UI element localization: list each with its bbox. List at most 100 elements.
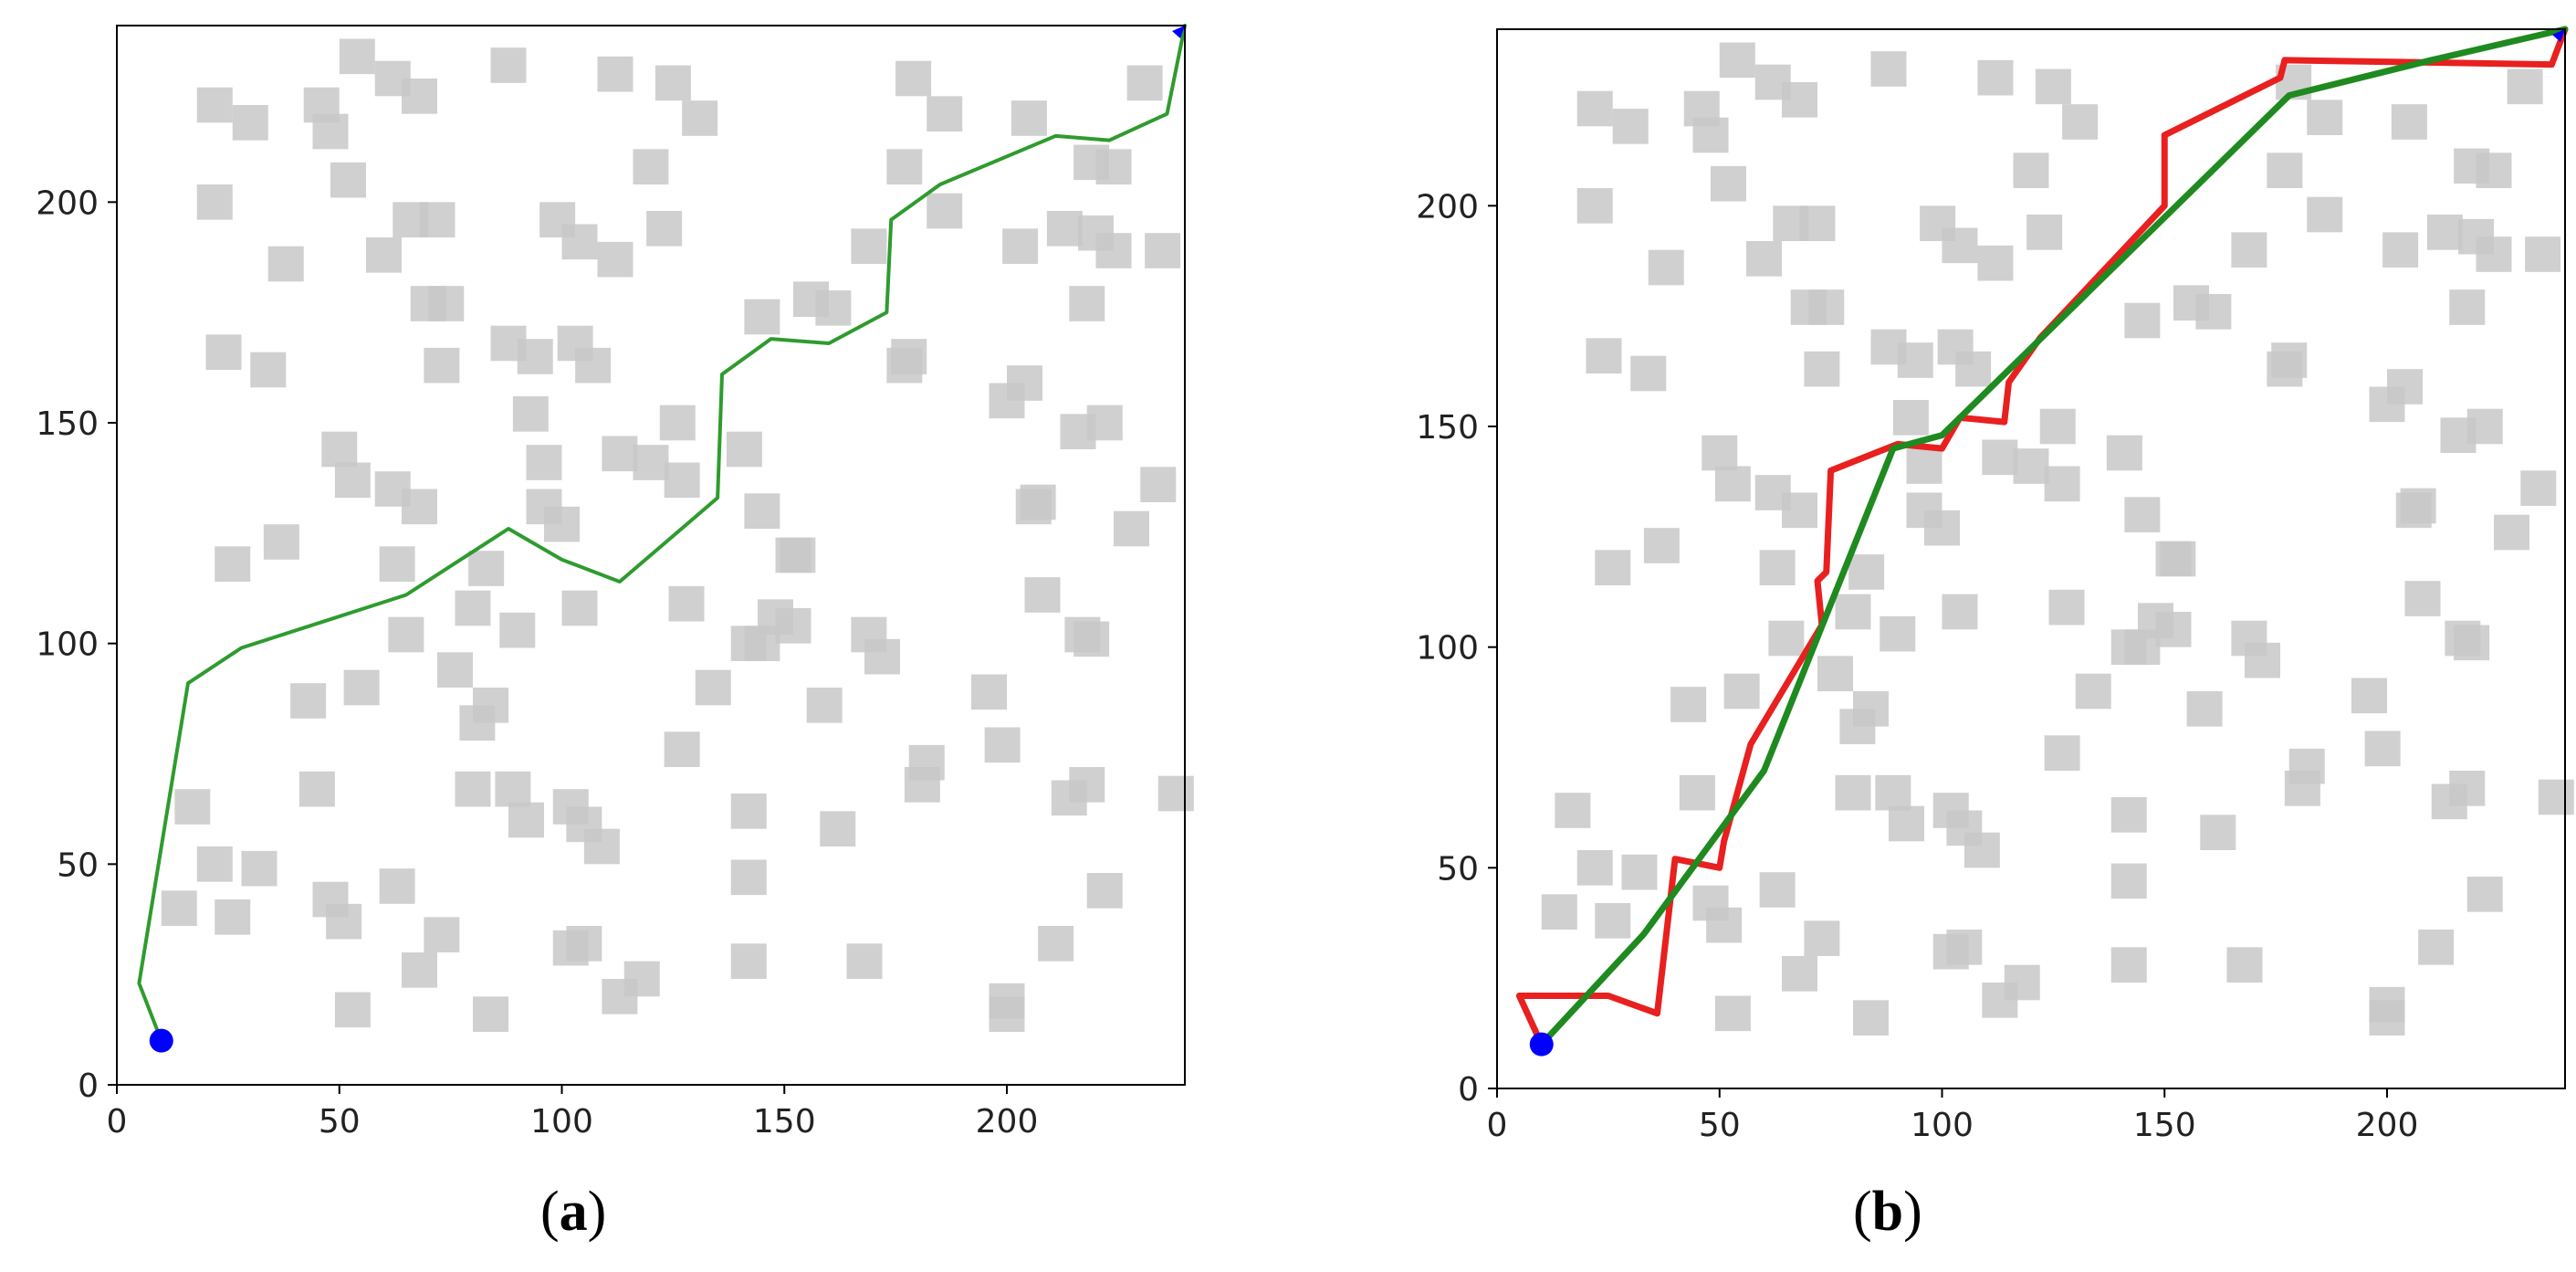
obstacle-b-3 [1692,117,1729,153]
obstacle-b-75 [2520,470,2557,506]
obstacle-b-6 [1782,82,1817,118]
obstacle-a-45 [659,405,696,441]
obstacle-a-87 [437,652,473,688]
obstacle-b-90 [1679,774,1715,811]
x-tick-label-b-1: 50 [1699,1107,1741,1144]
plot-frame-a [116,25,1186,1086]
obstacle-b-96 [1963,832,2000,868]
x-tick-label-a-3: 150 [753,1103,816,1141]
obstacle-a-138 [1086,873,1123,909]
obstacle-b-91 [1835,774,1871,811]
y-tick-label-a-1: 50 [57,846,99,884]
obstacle-b-47 [2124,497,2161,532]
obstacle-b-11 [1799,205,1836,241]
panel-b-caption-close: ) [1903,1181,1922,1243]
obstacle-b-84 [1768,620,1805,657]
obstacle-a-18 [321,431,358,468]
obstacle-b-45 [2039,408,2076,445]
obstacle-a-114 [668,585,705,622]
obstacle-a-113 [664,731,700,767]
obstacle-b-72 [2466,408,2503,445]
obstacle-b-35 [1897,342,1933,378]
panel-b-caption-open: ( [1853,1181,1872,1243]
obstacle-a-29 [597,56,634,92]
obstacle-a-70 [1020,484,1056,520]
x-tick-label-b-3: 150 [2133,1107,2196,1144]
x-tick-label-a-4: 200 [976,1103,1039,1141]
y-tick-label-b-2: 100 [1416,630,1479,668]
obstacle-a-60 [1046,211,1083,247]
obstacle-b-99 [1759,872,1796,908]
start-point-a [149,1028,173,1053]
obstacle-b-110 [1946,930,1983,965]
obstacle-a-13 [205,334,242,370]
obstacle-a-103 [473,996,508,1032]
obstacle-a-44 [664,462,700,499]
obstacle-b-46 [2106,435,2142,471]
panel-b-caption-letter: b [1871,1181,1904,1243]
obstacle-b-62 [2476,152,2512,188]
obstacle-b-37 [1955,351,1992,387]
obstacle-a-43 [633,445,669,480]
obstacle-a-82 [455,590,491,626]
obstacle-b-25 [1870,51,1907,87]
obstacle-b-79 [2454,625,2490,661]
path-series-a-0 [137,24,1187,1043]
panel-a-plot: 0 50 100 150 200 0 50 100 150 200 [36,24,1194,1141]
plot-frame-b [1496,28,2566,1089]
obstacle-a-31 [682,100,718,136]
x-tick-label-a-1: 50 [319,1103,361,1141]
obstacle-b-42 [1982,439,2018,476]
obstacle-b-17 [1804,351,1840,387]
obstacle-b-19 [1714,466,1751,502]
obstacle-b-68 [2387,369,2423,405]
obstacle-a-19 [334,462,371,499]
obstacle-a-23 [215,546,251,582]
obstacle-a-130 [904,767,940,803]
obstacle-b-77 [2404,581,2441,616]
obstacle-b-105 [1541,894,1577,930]
obstacle-b-28 [1977,245,2014,281]
obstacle-b-55 [2267,152,2303,188]
obstacle-a-131 [971,674,1007,710]
panel-a-caption-letter: a [559,1181,588,1243]
obstacle-a-106 [196,846,233,882]
obstacle-a-77 [1024,577,1061,613]
y-tick-label-a-0: 0 [78,1067,99,1105]
x-tick-label-b-4: 200 [2356,1107,2419,1144]
obstacle-b-52 [2231,232,2267,268]
obstacle-a-107 [215,899,251,935]
obstacle-a-128 [864,638,900,675]
obstacle-b-32 [2013,152,2049,188]
obstacle-b-124 [2186,691,2223,727]
obstacle-b-128 [2245,642,2280,678]
obstacle-b-7 [1711,165,1746,202]
obstacle-a-76 [1114,510,1149,547]
obstacle-a-101 [402,952,437,988]
obstacle-a-98 [326,903,362,940]
obstacle-a-75 [1140,467,1177,502]
obstacle-a-80 [561,590,598,626]
goal-point-b [2552,29,2565,42]
obstacle-b-103 [1853,1000,1889,1035]
panel-b-caption: (b) [1853,1180,1922,1245]
path-series-b-1 [1538,26,2569,1048]
goal-point-a [1172,26,1185,38]
obstacle-a-39 [526,445,562,480]
y-tick-label-b-4: 200 [1416,188,1479,226]
obstacle-b-49 [2124,302,2161,339]
obstacle-a-104 [174,789,211,825]
x-tick-label-b-2: 100 [1911,1107,1974,1144]
obstacle-a-3 [312,113,349,150]
y-tick-label-b-0: 0 [1458,1071,1479,1109]
obstacle-a-64 [1095,233,1132,268]
obstacle-a-22 [379,546,415,582]
obstacle-a-52 [851,228,887,264]
obstacle-a-74 [1126,65,1163,101]
x-tick-label-a-2: 100 [530,1103,593,1141]
obstacle-b-135 [2418,930,2455,965]
obstacle-a-46 [726,431,762,468]
obstacle-a-122 [730,859,767,896]
obstacle-a-139 [1157,775,1194,812]
